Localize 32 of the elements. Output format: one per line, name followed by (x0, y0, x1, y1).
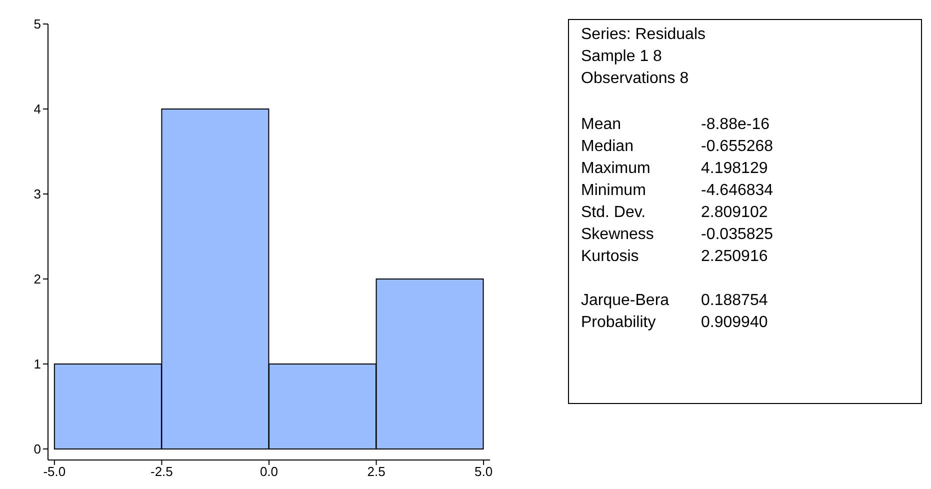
text: 4.198129 (701, 160, 768, 178)
x-tick-label: 2.5 (367, 464, 386, 480)
text: 2.250916 (701, 248, 768, 266)
text: Minimum (581, 182, 646, 200)
text: 2.809102 (701, 204, 768, 222)
y-tick-label: 0 (34, 442, 41, 457)
text: -8.88e-16 (701, 116, 770, 134)
x-tick-label: -5.0 (43, 464, 66, 480)
text: Maximum (581, 160, 650, 178)
y-tick-label: 4 (34, 102, 41, 117)
y-tick-label: 3 (34, 186, 41, 202)
text: -4.646834 (701, 182, 774, 200)
y-tick-label: 2 (34, 272, 41, 287)
text: Mean (581, 116, 622, 134)
text: Std. Dev. (581, 204, 646, 222)
text: Sample 1 8 (581, 48, 662, 66)
text: Probability (581, 314, 656, 332)
text: 0.188754 (701, 292, 768, 310)
text: Series: Residuals (581, 26, 706, 44)
text: -0.035825 (701, 226, 774, 244)
text: Jarque-Bera (581, 292, 670, 310)
y-tick-label: 5 (34, 16, 41, 32)
text: Skewness (581, 226, 654, 244)
text: Median (581, 138, 634, 156)
text: Observations 8 (581, 70, 689, 88)
text: -0.655268 (701, 138, 774, 156)
text: Kurtosis (581, 248, 639, 266)
x-tick-label: 5.0 (474, 464, 493, 480)
y-tick-label: 1 (34, 356, 41, 372)
text: 0.909940 (701, 314, 768, 332)
x-tick-label: 0.0 (260, 464, 278, 480)
x-tick-label: -2.5 (150, 464, 173, 480)
